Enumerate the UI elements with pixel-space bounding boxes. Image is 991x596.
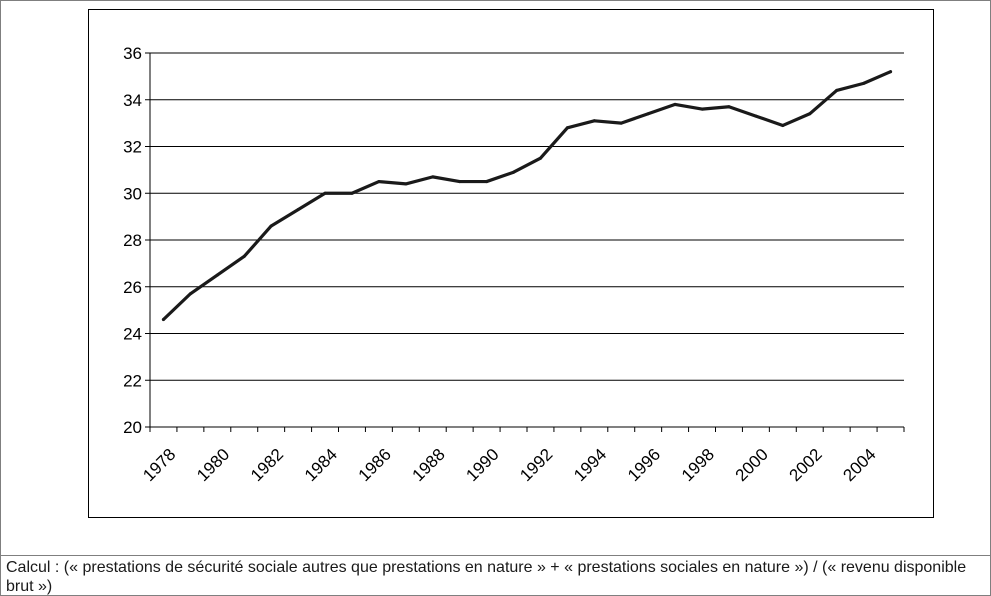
data-point-2005 — [889, 70, 893, 74]
caption-text: Calcul : (« prestations de sécurité soci… — [6, 559, 967, 595]
data-point-1987 — [404, 182, 408, 186]
y-tick-label: 20 — [123, 418, 142, 437]
data-point-1990 — [485, 180, 489, 184]
data-point-1982 — [269, 224, 273, 228]
x-tick-label: 1980 — [193, 445, 233, 485]
data-point-1997 — [673, 102, 677, 106]
data-point-1998 — [700, 107, 704, 111]
data-point-1985 — [350, 191, 354, 195]
data-point-1995 — [619, 121, 623, 125]
y-tick-label: 22 — [123, 371, 142, 390]
data-point-1991 — [512, 170, 516, 174]
data-point-1996 — [646, 112, 650, 116]
y-tick-label: 28 — [123, 231, 142, 250]
x-tick-label: 2002 — [786, 445, 826, 485]
data-point-1984 — [323, 191, 327, 195]
x-tick-label: 1998 — [678, 445, 718, 485]
x-tick-label: 2004 — [839, 445, 879, 485]
data-point-2003 — [835, 88, 839, 92]
data-point-1992 — [538, 156, 542, 160]
x-tick-label: 1982 — [247, 445, 287, 485]
data-point-1980 — [215, 273, 219, 277]
x-tick-label: 1992 — [516, 445, 556, 485]
data-point-1979 — [188, 292, 192, 296]
x-tick-label: 1986 — [355, 445, 395, 485]
caption-box: Calcul : (« prestations de sécurité soci… — [1, 555, 990, 596]
data-point-1978 — [161, 317, 165, 321]
x-axis-ticks: 1978 1980 1982 1984 1986 1988 1990 1992 1994 1996… — [139, 427, 905, 485]
chart-frame: 20 22 24 26 28 30 32 34 36 1978 1980 1982 1984 1986 1… — [88, 9, 934, 518]
data-point-2000 — [754, 114, 758, 118]
data-point-1989 — [458, 180, 462, 184]
x-tick-label: 2000 — [732, 445, 772, 485]
y-axis-ticks: 20 22 24 26 28 30 32 34 36 — [123, 44, 150, 437]
data-point-1986 — [377, 180, 381, 184]
x-tick-label: 1978 — [139, 445, 179, 485]
y-tick-label: 34 — [123, 91, 142, 110]
data-point-1994 — [592, 119, 596, 123]
data-point-1983 — [296, 208, 300, 212]
data-point-2004 — [862, 81, 866, 85]
grid-lines — [150, 52, 904, 381]
data-point-1981 — [242, 254, 246, 258]
x-tick-label: 1988 — [409, 445, 449, 485]
data-point-2001 — [781, 123, 785, 127]
data-point-1999 — [727, 105, 731, 109]
x-tick-label: 1996 — [624, 445, 664, 485]
series-line — [161, 70, 893, 322]
y-tick-label: 36 — [123, 44, 142, 63]
x-tick-label: 1990 — [462, 445, 502, 485]
y-tick-label: 26 — [123, 278, 142, 297]
series-group — [161, 70, 893, 322]
y-tick-label: 24 — [123, 325, 142, 344]
data-point-1988 — [431, 175, 435, 179]
y-tick-label: 30 — [123, 184, 142, 203]
x-tick-label: 1984 — [301, 445, 341, 485]
y-tick-label: 32 — [123, 138, 142, 157]
data-point-1993 — [565, 126, 569, 130]
x-tick-label: 1994 — [570, 445, 610, 485]
data-point-2002 — [808, 112, 812, 116]
